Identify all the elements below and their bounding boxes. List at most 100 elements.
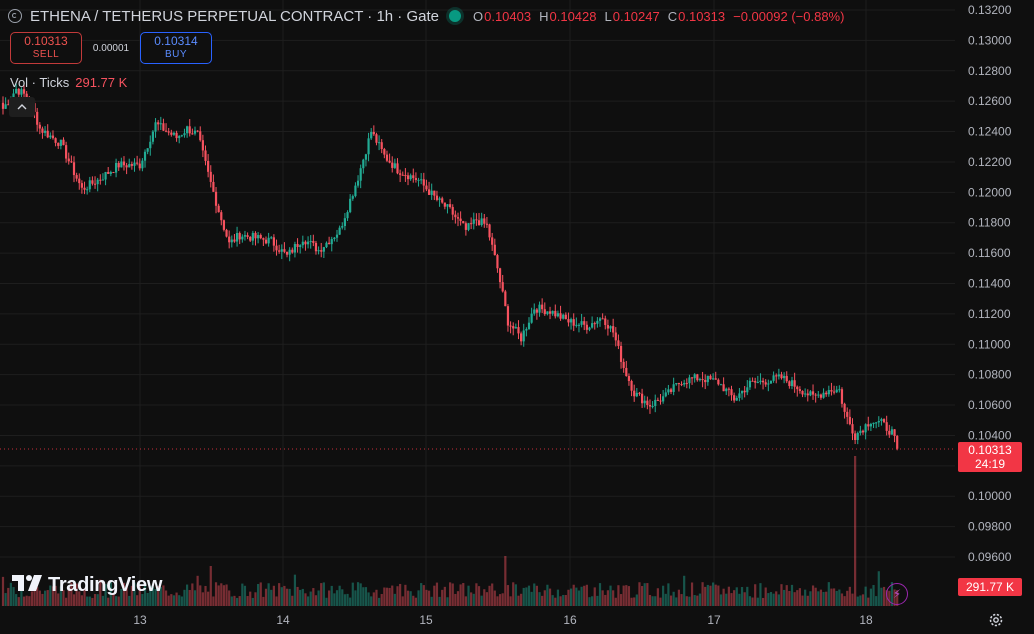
candle-body	[869, 424, 872, 427]
volume-bar	[564, 595, 567, 606]
candle-body	[164, 130, 168, 132]
price-tick-label: 0.11200	[968, 307, 1011, 321]
candle-body	[709, 375, 712, 380]
candle-body	[464, 223, 467, 230]
tradingview-logo-icon	[12, 574, 42, 597]
candle-body	[825, 392, 828, 395]
volume-bar	[267, 583, 270, 606]
candle-body	[314, 242, 318, 252]
volume-bar	[567, 589, 570, 606]
volume-bar	[159, 587, 162, 606]
candle-body	[335, 234, 339, 238]
open-value: 0.10403	[484, 8, 532, 24]
candle-body	[25, 93, 28, 98]
candle-body	[890, 429, 894, 435]
symbol-title[interactable]: ETHENA / TETHERUS PERPETUAL CONTRACT · 1…	[30, 7, 439, 25]
candle-body	[604, 318, 607, 326]
volume-bar	[801, 595, 804, 606]
volume-bar	[425, 589, 428, 606]
volume-legend-value: 291.77 K	[75, 75, 128, 90]
time-tick-label: 13	[133, 613, 147, 627]
candle-body	[188, 126, 191, 134]
volume-bar	[351, 582, 354, 606]
volume-bar	[467, 585, 470, 606]
candle-body	[811, 391, 815, 395]
volume-bar	[427, 590, 431, 606]
volume-bar	[485, 592, 489, 606]
candle-body	[496, 255, 499, 269]
candle-body	[701, 379, 704, 381]
volume-bar	[220, 583, 223, 606]
candle-body	[343, 218, 346, 227]
candle-body	[422, 179, 425, 186]
sell-price: 0.10313	[24, 34, 68, 48]
price-tick-label: 0.10000	[968, 489, 1012, 503]
candle-body	[462, 221, 465, 224]
candle-body	[380, 142, 383, 150]
candle-body	[880, 419, 883, 421]
volume-bar	[822, 591, 825, 606]
candle-body	[122, 161, 126, 166]
candle-body	[59, 139, 62, 146]
candle-body	[1, 102, 5, 109]
candle-body	[722, 384, 725, 392]
candle-body	[470, 223, 473, 225]
sell-button[interactable]: 0.10313 SELL	[10, 32, 82, 64]
volume-bar	[790, 584, 794, 606]
symbol-logo-icon[interactable]	[8, 9, 22, 23]
volume-bar	[41, 593, 44, 606]
volume-bar	[406, 590, 410, 606]
candle-body	[764, 382, 767, 385]
volume-bar	[65, 597, 68, 606]
candle-body	[264, 239, 268, 244]
candle-body	[846, 411, 849, 417]
market-status-icon[interactable]	[448, 10, 461, 22]
volume-bar	[722, 588, 725, 606]
volume-legend[interactable]: Vol · Ticks 291.77 K	[10, 75, 127, 90]
volume-bar	[328, 590, 331, 606]
volume-bar	[309, 591, 312, 606]
candle-body	[322, 247, 325, 252]
close-value: 0.10313	[678, 8, 726, 24]
candle-body	[251, 232, 254, 241]
volume-bar	[264, 588, 268, 606]
volume-bar	[254, 592, 257, 606]
volume-bar	[401, 596, 404, 606]
lightning-icon[interactable]: ⚡	[886, 583, 908, 605]
volume-bar	[278, 583, 281, 606]
volume-bar	[246, 596, 249, 606]
candle-body	[780, 374, 783, 379]
volume-bar	[835, 590, 838, 606]
collapse-legend-button[interactable]	[9, 97, 35, 117]
candle-body	[186, 126, 189, 134]
volume-bar	[477, 586, 481, 606]
candle-body	[391, 162, 394, 168]
candle-body	[412, 175, 415, 179]
volume-bar	[170, 594, 173, 606]
gear-icon[interactable]	[988, 612, 1004, 628]
volume-bar	[207, 591, 210, 606]
volume-bar	[188, 589, 191, 606]
trade-panel: 0.10313 SELL 0.00001 0.10314 BUY	[10, 32, 212, 64]
candle-body	[222, 220, 226, 230]
volume-bar	[54, 585, 57, 606]
candle-body	[664, 392, 667, 397]
volume-bar	[748, 596, 752, 606]
candle-body	[772, 375, 775, 381]
volume-bar	[367, 592, 370, 606]
volume-bar	[230, 596, 233, 606]
candle-body	[867, 424, 870, 427]
candle-body	[372, 131, 375, 135]
candle-body	[601, 318, 604, 320]
volume-bar	[7, 587, 10, 606]
buy-button[interactable]: 0.10314 BUY	[140, 32, 212, 64]
volume-bar	[851, 593, 854, 606]
candle-body	[843, 403, 846, 412]
tradingview-logo[interactable]: TradingView	[12, 574, 162, 597]
candle-body	[209, 171, 212, 182]
candle-body	[46, 130, 49, 138]
candle-body	[157, 122, 160, 125]
volume-bar	[383, 587, 386, 606]
candle-body	[104, 171, 107, 180]
